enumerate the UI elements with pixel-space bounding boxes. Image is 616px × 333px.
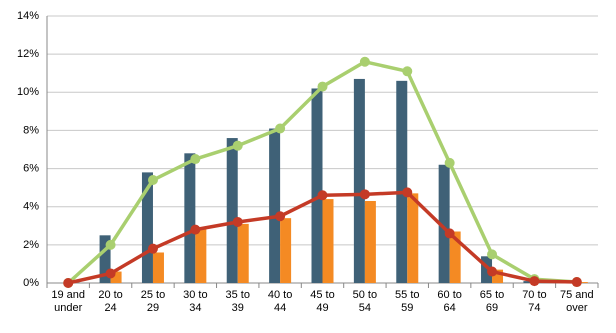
marker	[275, 211, 286, 222]
marker	[487, 249, 498, 260]
y-tick-label: 10%	[17, 86, 39, 98]
bar	[449, 231, 461, 283]
bar	[364, 200, 376, 283]
bar	[152, 252, 164, 283]
bar	[353, 78, 365, 283]
marker	[317, 190, 328, 201]
bar	[322, 199, 334, 283]
marker	[487, 266, 498, 277]
marker	[147, 243, 158, 254]
marker	[317, 81, 328, 92]
bar	[576, 282, 588, 283]
marker	[232, 140, 243, 151]
x-tick-label: 30 to 34	[183, 289, 208, 314]
bar	[226, 138, 238, 283]
marker	[444, 228, 455, 239]
x-tick-label: 65 to 69	[479, 289, 505, 314]
marker	[105, 239, 116, 250]
bar	[492, 269, 504, 283]
marker	[63, 278, 74, 288]
bar	[396, 80, 408, 283]
x-tick-label: 75 and over	[559, 289, 594, 314]
bar	[184, 153, 196, 283]
marker	[359, 56, 370, 67]
marker	[232, 216, 243, 227]
bar	[99, 235, 111, 283]
marker	[402, 66, 413, 77]
x-tick-label: 50 to 54	[352, 289, 378, 314]
marker	[190, 154, 201, 165]
x-tick-label: 20 to 24	[98, 289, 123, 314]
y-tick-label: 6%	[23, 162, 39, 174]
y-tick-label: 0%	[23, 277, 39, 289]
bar	[407, 193, 419, 283]
bar	[141, 172, 153, 283]
marker	[275, 123, 286, 134]
marker	[190, 224, 201, 235]
bar	[438, 164, 450, 283]
bar	[481, 256, 493, 283]
bar	[110, 271, 122, 283]
marker	[105, 268, 116, 279]
x-tick-label: 40 to 44	[267, 289, 293, 314]
x-tick-label: 19 and under	[51, 289, 86, 314]
bar	[195, 227, 207, 283]
y-tick-label: 14%	[17, 10, 39, 22]
y-tick-label: 2%	[23, 239, 39, 251]
x-tick-label: 60 to 64	[437, 289, 462, 314]
bar	[523, 281, 535, 283]
bar	[280, 218, 292, 283]
bar	[237, 223, 249, 283]
marker	[529, 276, 540, 287]
x-tick-label: 45 to 49	[310, 289, 335, 314]
marker	[402, 187, 413, 198]
y-tick-label: 8%	[23, 124, 39, 136]
y-tick-label: 12%	[17, 48, 39, 60]
x-tick-label: 55 to 59	[395, 289, 420, 314]
x-tick-label: 35 to 39	[225, 289, 250, 314]
y-tick-label: 4%	[23, 201, 39, 213]
bar	[311, 88, 323, 283]
bar	[269, 128, 281, 283]
x-tick-label: 70 to 74	[522, 289, 547, 314]
x-tick-label: 25 to 29	[140, 289, 166, 314]
marker	[359, 189, 370, 200]
marker	[147, 175, 158, 186]
marker	[444, 157, 455, 168]
marker	[571, 277, 582, 288]
